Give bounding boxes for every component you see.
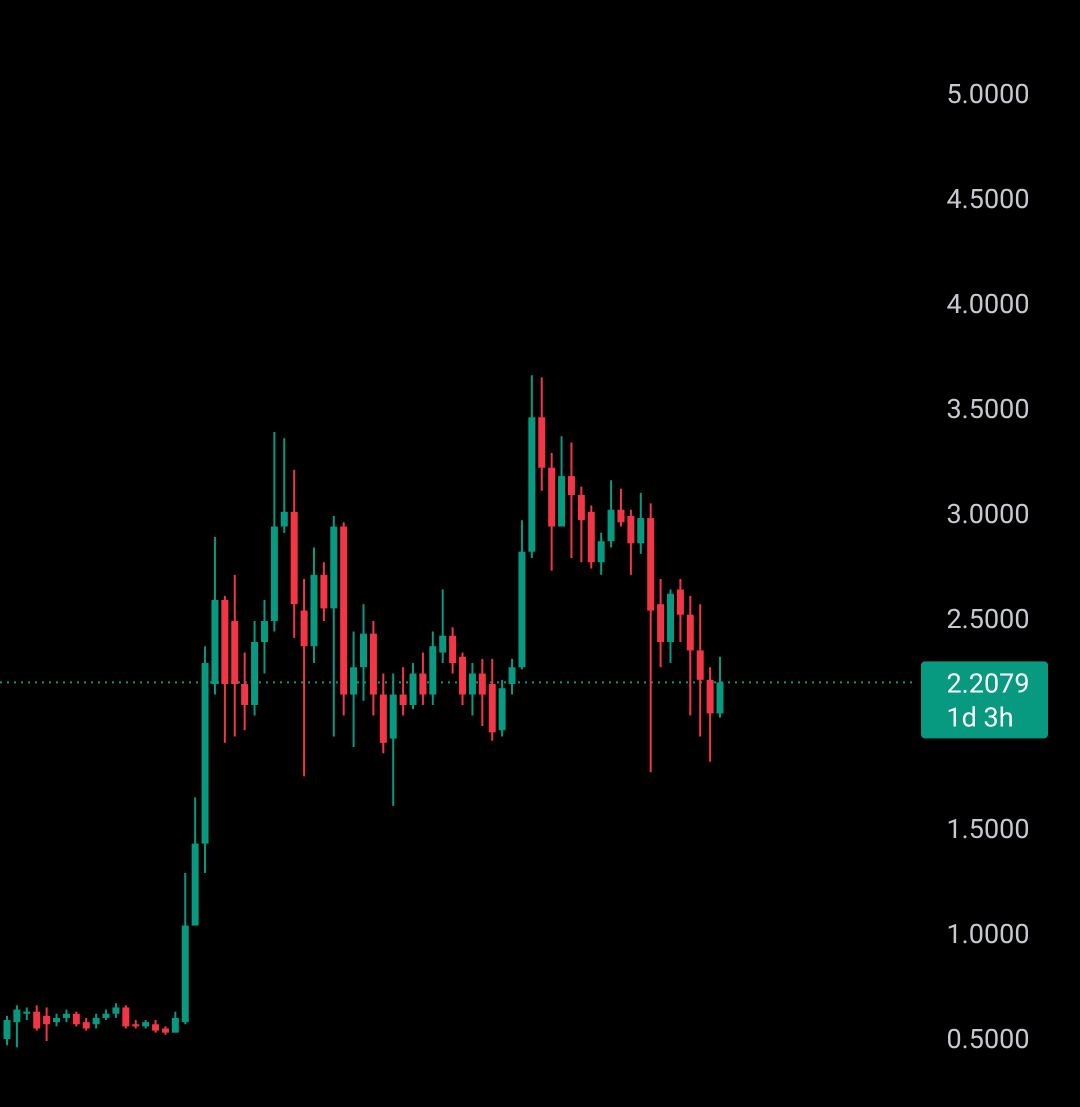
candle-body xyxy=(82,1022,90,1029)
candle-body xyxy=(528,417,536,552)
candle-body xyxy=(389,694,397,739)
candle-body xyxy=(459,656,467,695)
candle-body xyxy=(696,650,704,680)
candle-body xyxy=(429,646,437,695)
candle-body xyxy=(360,633,367,668)
candle-body xyxy=(112,1007,120,1014)
candle-body xyxy=(53,1017,61,1023)
candle-body xyxy=(13,1009,21,1023)
candle-body xyxy=(201,663,209,844)
y-tick-label: 4.0000 xyxy=(947,288,1030,320)
candle-body xyxy=(518,551,526,668)
price-badge xyxy=(921,661,1048,739)
candle-body xyxy=(350,667,358,695)
y-tick-label: 3.5000 xyxy=(947,393,1030,425)
candle-body xyxy=(310,574,318,647)
candle-body xyxy=(260,621,268,643)
candle-body xyxy=(637,518,645,544)
candle-body xyxy=(102,1013,110,1018)
candle-body xyxy=(33,1011,41,1029)
candle-body xyxy=(379,694,387,743)
candle-body xyxy=(231,621,239,685)
candle-body xyxy=(241,684,249,706)
candle-body xyxy=(627,516,635,544)
candle-body xyxy=(558,476,566,527)
candle-body xyxy=(320,574,328,609)
candle-body xyxy=(43,1015,51,1025)
candle-body xyxy=(577,495,585,521)
candle-body xyxy=(597,541,605,563)
candle-body xyxy=(142,1022,150,1027)
candle-body xyxy=(657,604,665,643)
candle-body xyxy=(508,667,516,685)
candle-body xyxy=(548,467,556,527)
candle-body xyxy=(449,635,457,664)
candle-body xyxy=(221,600,229,685)
candle-body xyxy=(439,635,447,653)
candle-body xyxy=(498,688,506,731)
candle-body xyxy=(290,511,298,605)
candle-body xyxy=(211,600,219,685)
candle-body xyxy=(409,673,417,706)
y-tick-label: 1.5000 xyxy=(947,813,1030,845)
candle-body xyxy=(706,679,714,714)
candle-body xyxy=(23,1011,31,1014)
y-tick-label: 1.0000 xyxy=(947,918,1030,950)
candle-body xyxy=(132,1024,140,1027)
candle-body xyxy=(716,682,724,714)
candle-body xyxy=(161,1028,169,1033)
candle-body xyxy=(152,1024,160,1031)
y-tick-label: 0.5000 xyxy=(947,1023,1030,1055)
candle-body xyxy=(62,1013,70,1018)
countdown-label: 1d 3h xyxy=(946,701,1013,733)
y-tick-label: 4.5000 xyxy=(947,183,1030,215)
y-tick-label: 5.0000 xyxy=(947,78,1030,110)
candle-body xyxy=(181,925,189,1023)
current-price-label: 2.2079 xyxy=(947,667,1030,699)
candle-body xyxy=(280,511,288,527)
candle-body xyxy=(587,511,595,563)
candle-body xyxy=(3,1020,11,1039)
candle-body xyxy=(122,1007,130,1027)
candle-body xyxy=(72,1013,80,1025)
candle-body xyxy=(666,593,674,643)
candle-body xyxy=(191,843,199,926)
candle-body xyxy=(676,589,684,615)
candle-body xyxy=(538,417,546,468)
candle-body xyxy=(300,610,308,647)
candle-body xyxy=(340,526,348,695)
candle-body xyxy=(488,684,496,733)
candle-body xyxy=(251,642,259,706)
candle-body xyxy=(330,526,338,609)
y-tick-label: 3.0000 xyxy=(947,498,1030,530)
candle-body xyxy=(270,526,278,622)
candle-body xyxy=(171,1017,179,1033)
candle-body xyxy=(478,673,486,695)
candle-body xyxy=(647,518,655,611)
candle-body xyxy=(686,614,694,651)
y-tick-label: 2.5000 xyxy=(947,603,1030,635)
candle-body xyxy=(468,673,476,695)
candle-body xyxy=(617,509,625,523)
candle-body xyxy=(419,673,427,695)
candle-body xyxy=(567,476,575,496)
candle-body xyxy=(607,509,615,542)
candle-body xyxy=(92,1017,100,1025)
candle-body xyxy=(369,633,377,695)
candle-body xyxy=(399,694,407,706)
